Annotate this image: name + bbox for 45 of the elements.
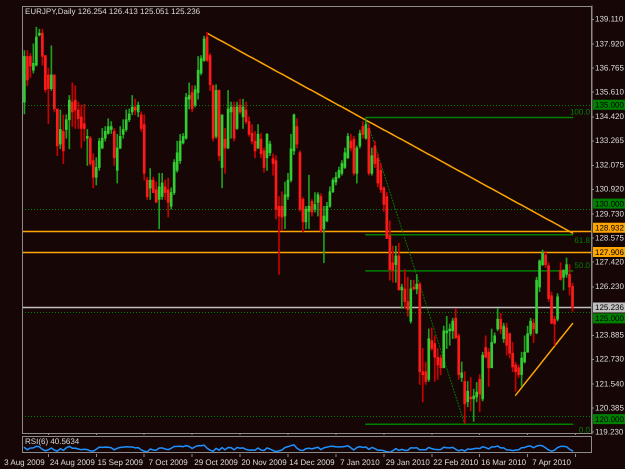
x-tick-label: 3 Aug 2009 — [4, 458, 46, 468]
y-tick-label: 126.230 — [595, 282, 624, 292]
y-tick-label: 119.230 — [595, 427, 624, 436]
y-tick-label: 127.420 — [595, 257, 624, 266]
x-tick-label: 16 Mar 2010 — [481, 458, 527, 468]
x-tick-label: 29 Jan 2010 — [386, 458, 430, 468]
chart-title: EURJPY,Daily 126.254 126.413 125.051 125.236 — [25, 7, 201, 16]
y-tick-label: 133.265 — [595, 136, 624, 146]
y-tick-label: 139.110 — [595, 14, 624, 24]
series-label: 100.0 — [570, 108, 591, 117]
ref-line-label: 125.000 — [595, 314, 624, 324]
x-tick-label: 24 Aug 2009 — [50, 458, 96, 468]
x-tick-label: 22 Feb 2010 — [433, 458, 479, 468]
series-label: 50.0 — [574, 261, 591, 270]
x-tick-label: 15 Sep 2009 — [98, 458, 144, 468]
candlestick — [322, 206, 326, 264]
y-tick-label: 136.765 — [595, 63, 624, 72]
y-tick-label: 134.420 — [595, 112, 624, 122]
ref-line-label: 130.000 — [595, 199, 624, 208]
y-tick-label: 123.885 — [595, 330, 624, 340]
x-tick-label: 14 Dec 2009 — [289, 458, 336, 468]
y-tick-label: 120.385 — [595, 403, 624, 412]
y-tick-label: 128.575 — [595, 233, 624, 242]
ref-line-label: 125.236 — [595, 303, 624, 312]
x-tick-label: 7 Oct 2009 — [148, 458, 188, 468]
ref-line-label: 135.000 — [595, 100, 624, 110]
y-tick-label: 130.920 — [595, 184, 624, 194]
y-tick-label: 122.730 — [595, 354, 624, 364]
y-tick-label: 137.920 — [595, 39, 624, 48]
chart-title: RSI(6) 40.5634 — [25, 437, 80, 446]
ref-line-label: 128.932 — [595, 223, 624, 232]
x-tick-label: 29 Oct 2009 — [194, 458, 238, 468]
y-tick-label: 132.075 — [595, 160, 624, 170]
x-tick-label: 7 Apr 2010 — [532, 458, 572, 468]
x-tick-label: 20 Nov 2009 — [241, 458, 288, 468]
ref-line-label: 120.000 — [595, 414, 624, 424]
y-tick-label: 129.730 — [595, 209, 624, 218]
series-label: 0.0 — [578, 425, 591, 434]
y-tick-label: 121.540 — [595, 379, 624, 388]
y-tick-label: 135.610 — [595, 87, 624, 96]
candlestick — [224, 128, 226, 174]
ref-line-label: 127.906 — [595, 248, 624, 257]
series-label: 61.8 — [574, 236, 591, 245]
candlestick — [308, 174, 310, 230]
x-tick-label: 7 Jan 2010 — [340, 458, 380, 468]
